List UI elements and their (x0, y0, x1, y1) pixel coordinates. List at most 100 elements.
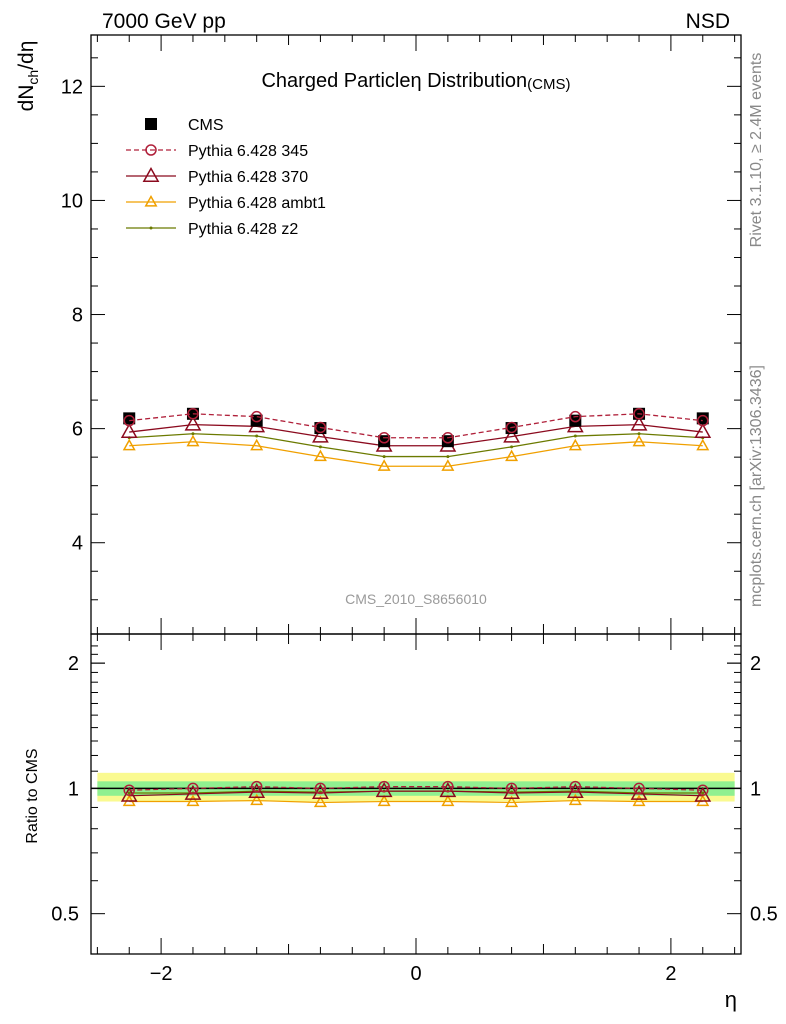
legend-label-0: CMS (188, 117, 224, 134)
process-label: NSD (686, 10, 730, 33)
series-1-ratio-point (123, 784, 135, 796)
series-0-point (696, 412, 709, 425)
series-3-point (313, 449, 327, 462)
series-1-point (123, 414, 135, 427)
series-2-point (630, 415, 648, 431)
ratio-y-label: Ratio to CMS (24, 748, 41, 843)
watermark: CMS_2010_S8656010 (345, 591, 487, 607)
ratio-y-tick-label-right: 2 (750, 653, 761, 675)
series-1-ratio-point (187, 782, 199, 795)
series-1-ratio-point (378, 780, 390, 793)
series-3-ratio-point (313, 795, 327, 808)
series-4-point (255, 434, 259, 438)
series-4-point (446, 455, 450, 459)
ratio-y-tick-label: 2 (68, 653, 79, 675)
series-3-line (129, 441, 703, 467)
series-3-point (696, 438, 710, 451)
series-4-line (129, 433, 703, 458)
ratio-y-tick-label-right: 0.5 (750, 904, 778, 926)
series-3-ratio-point (250, 793, 264, 806)
series-4-ratio-point (701, 791, 705, 795)
y-tick-label: 4 (72, 533, 83, 555)
series-3-point (186, 434, 200, 447)
series-2-ratio-line (129, 790, 703, 797)
series-1-point (314, 421, 327, 434)
legend-label-3: Pythia 6.428 ambt1 (188, 195, 326, 212)
series-3-point (377, 459, 391, 471)
x-tick-label: 0 (410, 963, 421, 985)
legend-label-1: Pythia 6.428 345 (188, 143, 308, 160)
series-2-point (312, 427, 329, 443)
legend-label-2: Pythia 6.428 370 (188, 169, 308, 186)
legend-marker-4 (149, 226, 153, 230)
x-tick-label: −2 (150, 963, 173, 985)
series-4-point (510, 445, 514, 449)
series-1-ratio-point (633, 782, 645, 795)
y-tick-label: 10 (61, 190, 83, 212)
series-3-point (568, 438, 582, 451)
y-tick-label: 6 (72, 419, 83, 441)
x-tick-label: 2 (665, 963, 676, 985)
main-panel: Charged Particleη Distribution(CMS) CMS_… (61, 34, 742, 635)
series-1-point (569, 410, 582, 423)
series-0-point (123, 412, 136, 425)
x-axis-label: η (725, 987, 737, 1012)
legend-marker-2 (142, 166, 160, 182)
series-4-point (637, 432, 641, 436)
main-y-label: dNch/dη (15, 41, 41, 112)
legend-marker-1 (145, 144, 157, 156)
series-1-ratio-point (697, 784, 709, 796)
main-title: Charged Particleη Distribution(CMS) (261, 70, 570, 93)
series-2-line (129, 423, 703, 447)
ratio-y-tick-label-right: 1 (750, 778, 761, 800)
legend: CMS Pythia 6.428 345 Pythia 6.428 370 Pythi… (126, 117, 326, 238)
series-3-point (122, 438, 136, 451)
series-2-point (503, 427, 520, 443)
series-1-ratio-point (250, 780, 263, 793)
series-3-ratio-point (568, 793, 582, 806)
series-4-point (318, 445, 322, 449)
series-1-ratio-point (569, 780, 582, 793)
series-1-point (442, 432, 454, 444)
series-2-point (184, 415, 202, 431)
series-1-ratio-point (314, 782, 327, 795)
y-tick-label: 12 (61, 76, 83, 98)
legend-marker-3 (144, 194, 158, 207)
series-3-point (632, 434, 646, 447)
series-3-ratio-point (632, 794, 646, 807)
legend-marker-0 (145, 118, 157, 130)
ratio-y-tick-label: 0.5 (51, 904, 79, 926)
main-title-suffix: (CMS) (527, 76, 570, 93)
rivet-side-label: Rivet 3.1.10, ≥ 2.4M events (748, 53, 765, 248)
series-3-point (505, 449, 519, 462)
main-title-text: Charged Particleη Distribution (261, 70, 527, 92)
mcplots-side-label: mcplots.cern.ch [arXiv:1306.3436] (748, 365, 765, 607)
y-tick-label: 8 (72, 305, 83, 327)
series-3-point (250, 438, 264, 451)
ratio-panel: −2 0 2 0.5 0.5 1 1 2 2 (51, 633, 778, 985)
series-1-point (697, 414, 709, 427)
series-4-point (382, 455, 386, 459)
series-3-ratio-point (377, 794, 391, 807)
series-1-ratio-point (442, 780, 454, 793)
series-4-point (573, 434, 577, 438)
series-1-point (633, 408, 645, 420)
series-3-ratio-line (129, 799, 703, 804)
series-3-ratio-point (186, 794, 200, 807)
series-0-point (569, 414, 582, 427)
series-2-point (694, 423, 712, 439)
series-1-point (378, 432, 390, 444)
energy-label: 7000 GeV pp (102, 10, 226, 33)
series-2-point (120, 423, 138, 439)
series-4-point (191, 432, 195, 436)
series-1-point (187, 408, 199, 420)
series-3-ratio-point (441, 794, 455, 807)
series-3-ratio-point (505, 795, 519, 808)
series-0-point (441, 435, 454, 448)
series-1-ratio-point (505, 782, 518, 795)
ratio-y-tick-label: 1 (68, 778, 79, 800)
series-4-ratio-point (127, 791, 131, 795)
series-1-line (129, 413, 703, 439)
legend-label-4: Pythia 6.428 z2 (188, 221, 298, 238)
